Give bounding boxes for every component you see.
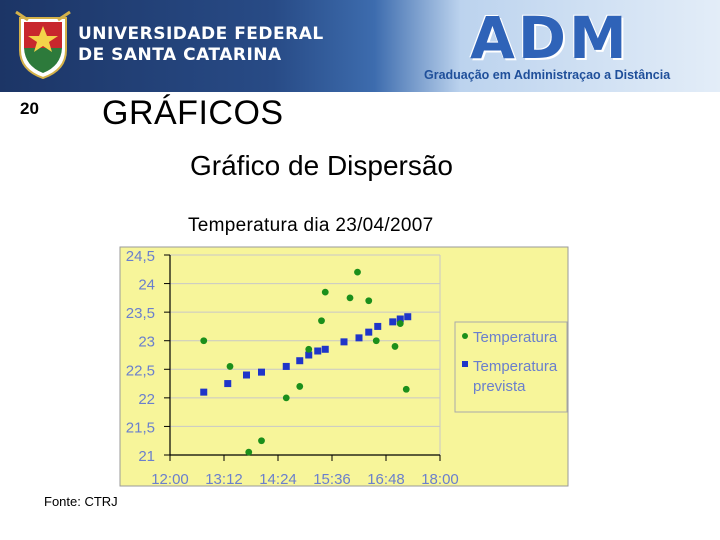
legend-label-temperature: Temperatura (473, 329, 558, 346)
university-name-line-2: DE SANTA CATARINA (78, 45, 282, 65)
slide-title: GRÁFICOS (102, 94, 284, 132)
data-point-forecast (355, 334, 363, 342)
university-name: UNIVERSIDADE FEDERAL DE SANTA CATARINA (78, 24, 324, 66)
slide-number: 20 (20, 99, 39, 118)
data-point-temperature (372, 337, 380, 345)
legend-box (454, 321, 568, 413)
data-point-temperature (296, 383, 304, 390)
data-point-forecast (365, 328, 373, 336)
y-tick-label: 22 (138, 391, 155, 408)
source-note: Fonte: CTRJ (44, 494, 118, 509)
y-tick-label: 23 (138, 334, 155, 351)
data-point-temperature (258, 437, 265, 445)
adm-logo-subtitle: Graduação em Administraçao a Distância (424, 68, 671, 82)
chart-title: Temperatura dia 23/04/2007 (188, 215, 434, 236)
data-point-forecast (389, 318, 397, 326)
university-name-line-1: UNIVERSIDADE FEDERAL (78, 24, 324, 44)
y-tick-label: 23,5 (126, 305, 155, 322)
data-point-temperature (346, 294, 354, 302)
y-tick-label: 21 (138, 448, 155, 465)
data-point-forecast (340, 338, 348, 346)
legend: Temperatura Temperatura prevista (454, 321, 568, 413)
data-point-forecast (200, 388, 208, 396)
y-tick-labels: 21 21,5 22 22,5 23 23,5 24 24,5 (126, 248, 155, 465)
data-point-temperature (305, 345, 313, 353)
x-tick-label: 15:36 (313, 471, 351, 488)
university-crest-icon (15, 10, 71, 80)
legend-label-forecast: Temperatura prevista (473, 358, 561, 395)
axes (164, 254, 441, 461)
slide-subtitle: Gráfico de Dispersão (190, 150, 454, 181)
x-tick-label: 18:00 (421, 471, 459, 488)
data-point-forecast (282, 362, 290, 370)
y-tick-label: 22,5 (126, 362, 155, 379)
data-point-forecast (305, 351, 313, 359)
data-point-forecast (314, 347, 322, 355)
data-point-temperature (365, 297, 373, 305)
data-point-temperature (318, 317, 325, 325)
data-point-temperature (282, 394, 290, 402)
gridlines (170, 254, 441, 455)
x-tick-label: 13:12 (205, 471, 243, 488)
header-banner: UNIVERSIDADE FEDERAL DE SANTA CATARINA A… (0, 0, 720, 92)
legend-marker-temperature (462, 333, 468, 339)
data-point-forecast (396, 315, 404, 323)
adm-logo: ADM (470, 4, 630, 72)
x-tick-labels: 12:00 13:12 14:24 15:36 16:48 18:00 (151, 471, 459, 488)
legend-label-forecast-line-1: Temperatura (473, 358, 558, 375)
legend-label-forecast-line-2: prevista (473, 378, 526, 395)
data-point-forecast (258, 368, 265, 376)
data-point-temperature (200, 337, 208, 345)
data-point-forecast (243, 371, 250, 379)
legend-marker-forecast (462, 361, 468, 367)
data-points (200, 268, 412, 456)
x-tick-label: 14:24 (259, 471, 297, 488)
data-point-forecast (374, 322, 382, 330)
data-point-forecast (296, 357, 304, 365)
data-point-temperature (391, 343, 399, 350)
data-point-temperature (226, 363, 234, 370)
data-point-temperature (245, 448, 253, 456)
data-point-temperature (402, 385, 410, 393)
data-point-forecast (404, 313, 412, 321)
y-tick-label: 21,5 (126, 419, 155, 436)
y-tick-label: 24,5 (126, 248, 155, 265)
data-point-forecast (224, 380, 232, 388)
data-point-temperature (321, 288, 329, 296)
y-tick-label: 24 (138, 277, 155, 294)
x-tick-label: 16:48 (367, 471, 405, 488)
data-point-forecast (321, 345, 329, 353)
x-tick-label: 12:00 (151, 471, 189, 488)
data-point-temperature (354, 268, 361, 276)
data-point-temperature (396, 320, 404, 327)
